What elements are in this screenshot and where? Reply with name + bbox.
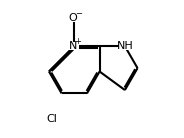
Text: +: + xyxy=(75,37,82,46)
FancyBboxPatch shape xyxy=(69,14,79,22)
Text: N: N xyxy=(69,41,77,51)
FancyBboxPatch shape xyxy=(70,42,79,50)
Text: O: O xyxy=(69,13,77,23)
FancyBboxPatch shape xyxy=(118,42,131,50)
Text: Cl: Cl xyxy=(46,114,57,124)
Text: −: − xyxy=(75,9,82,18)
FancyBboxPatch shape xyxy=(43,115,55,123)
Text: NH: NH xyxy=(116,41,133,51)
